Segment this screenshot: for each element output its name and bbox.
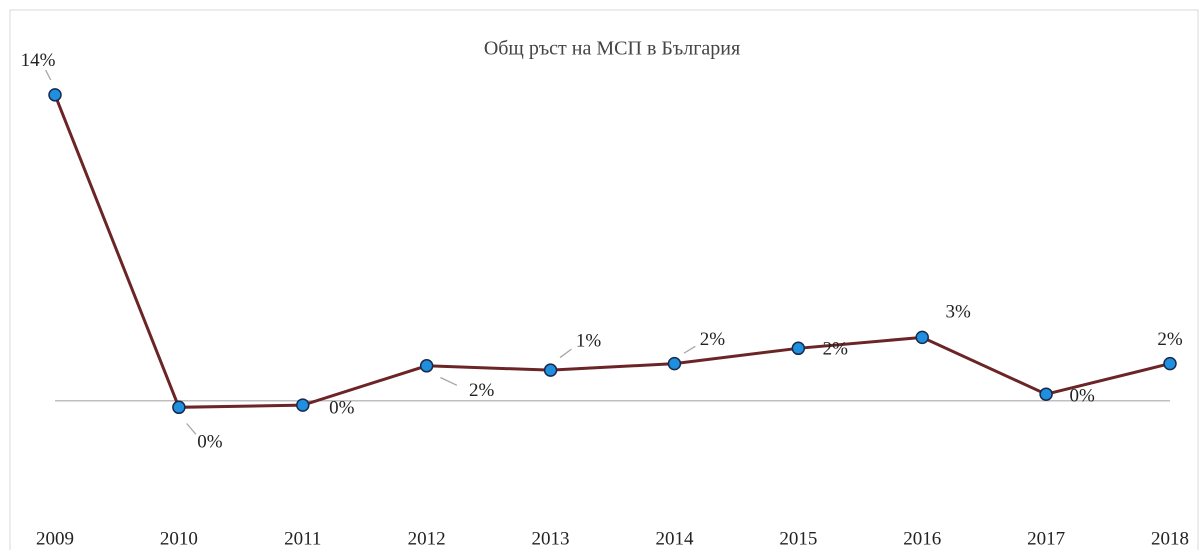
- x-tick-label: 2016: [903, 528, 941, 549]
- x-tick-label: 2015: [779, 528, 817, 549]
- x-tick-label: 2018: [1151, 528, 1189, 549]
- x-tick-label: 2017: [1027, 528, 1065, 549]
- leader-line: [683, 345, 696, 354]
- data-label: 2%: [1157, 329, 1183, 350]
- data-label: 1%: [576, 331, 602, 352]
- data-label: 0%: [1069, 386, 1095, 407]
- data-label: 2%: [823, 339, 849, 360]
- data-label: 2%: [700, 329, 726, 350]
- x-tick-label: 2011: [284, 528, 321, 549]
- leader-line: [440, 376, 458, 386]
- data-label: 0%: [329, 397, 355, 418]
- data-point: [667, 356, 682, 371]
- chart-frame: [9, 9, 1199, 555]
- data-point: [419, 359, 434, 373]
- x-tick-label: 2012: [408, 528, 446, 549]
- x-tick-label: 2013: [532, 528, 570, 549]
- data-point: [1163, 356, 1177, 371]
- series-line: [53, 94, 1171, 409]
- data-point: [791, 341, 806, 356]
- x-tick-label: 2010: [160, 528, 198, 549]
- data-label: 2%: [469, 380, 495, 401]
- data-point: [543, 363, 558, 377]
- leader-line: [559, 348, 572, 359]
- data-label: 14%: [21, 50, 56, 71]
- data-label: 0%: [197, 432, 223, 453]
- data-point: [172, 400, 186, 415]
- data-point: [48, 88, 62, 102]
- leader-line: [45, 69, 52, 81]
- data-label: 3%: [946, 302, 972, 323]
- data-point: [296, 398, 310, 412]
- data-point: [915, 330, 929, 345]
- leader-line: [186, 423, 197, 435]
- x-tick-label: 2014: [655, 528, 694, 549]
- data-point: [1039, 387, 1053, 401]
- chart-title: Общ ръст на МСП в България: [484, 38, 740, 60]
- x-tick-label: 2009: [36, 528, 74, 549]
